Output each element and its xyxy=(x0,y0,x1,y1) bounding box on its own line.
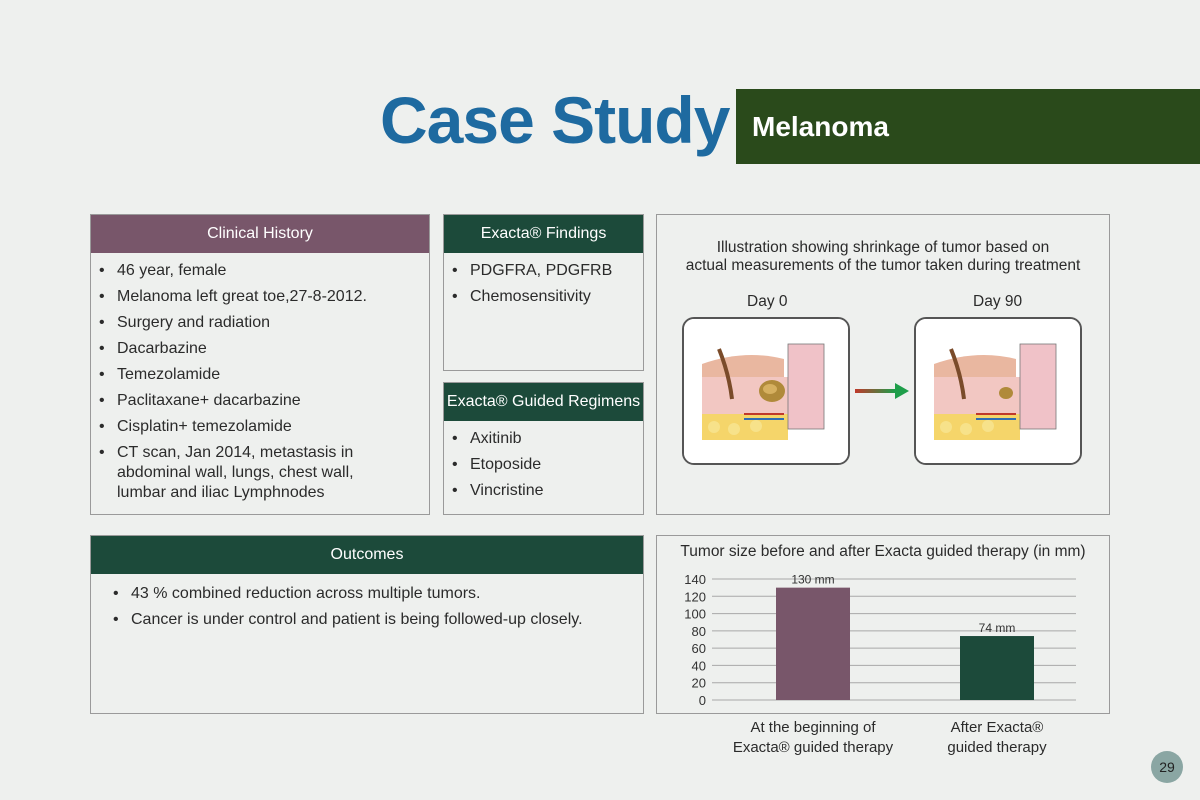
list-item: Chemosensitivity xyxy=(444,287,643,307)
y-tick-label: 60 xyxy=(692,641,706,656)
list-item: 46 year, female xyxy=(91,261,391,281)
bar-data-label: 130 mm xyxy=(791,573,834,587)
regimens-heading: Exacta® Guided Regimens xyxy=(444,383,643,421)
progress-arrow-icon xyxy=(855,383,909,399)
bar-data-label: 74 mm xyxy=(979,621,1016,635)
x-category-label: Exacta® guided therapy xyxy=(733,739,894,756)
illustration-caption-line1: Illustration showing shrinkage of tumor … xyxy=(716,239,1050,256)
findings-heading: Exacta® Findings xyxy=(444,215,643,253)
illustration-panel: Illustration showing shrinkage of tumor … xyxy=(656,214,1110,515)
x-category-label: At the beginning of xyxy=(750,719,876,736)
clinical-history-heading: Clinical History xyxy=(91,215,429,253)
list-item: Axitinib xyxy=(444,429,643,449)
list-item: Vincristine xyxy=(444,481,643,501)
y-tick-label: 100 xyxy=(684,607,706,622)
list-item: Cisplatin+ temezolamide xyxy=(91,417,391,437)
regimens-list: Axitinib Etoposide Vincristine xyxy=(444,421,643,501)
clinical-history-list: 46 year, female Melanoma left great toe,… xyxy=(91,253,391,503)
list-item: 43 % combined reduction across multiple … xyxy=(105,584,643,604)
bar xyxy=(960,636,1034,700)
outcomes-list: 43 % combined reduction across multiple … xyxy=(91,574,643,630)
y-tick-label: 20 xyxy=(692,676,706,691)
subtitle-bar xyxy=(736,89,1200,164)
list-item: Etoposide xyxy=(444,455,643,475)
outcomes-panel: Outcomes 43 % combined reduction across … xyxy=(90,535,644,714)
clinical-history-panel: Clinical History 46 year, female Melanom… xyxy=(90,214,430,515)
list-item: Surgery and radiation xyxy=(91,313,391,333)
regimens-panel: Exacta® Guided Regimens Axitinib Etoposi… xyxy=(443,382,644,515)
y-tick-label: 80 xyxy=(692,624,706,639)
day90-label: Day 90 xyxy=(973,293,1023,310)
page-number-badge: 29 xyxy=(1151,751,1183,783)
skin-diagram-day90 xyxy=(914,317,1082,465)
findings-list: PDGFRA, PDGFRB Chemosensitivity xyxy=(444,253,643,307)
list-item: Paclitaxane+ dacarbazine xyxy=(91,391,391,411)
outcomes-heading: Outcomes xyxy=(91,536,643,574)
x-category-label: After Exacta® xyxy=(951,719,1044,736)
y-tick-label: 120 xyxy=(684,589,706,604)
page-title: Case Study xyxy=(380,83,730,157)
y-tick-label: 140 xyxy=(684,572,706,587)
list-item: Temezolamide xyxy=(91,365,391,385)
list-item: Dacarbazine xyxy=(91,339,391,359)
illustration-caption-line2: actual measurements of the tumor taken d… xyxy=(685,257,1081,274)
x-category-label: guided therapy xyxy=(947,739,1047,756)
list-item: Cancer is under control and patient is b… xyxy=(105,610,643,630)
skin-diagram-day0 xyxy=(682,317,850,465)
y-tick-label: 0 xyxy=(699,693,706,708)
page-subtitle: Melanoma xyxy=(752,111,889,142)
bar xyxy=(776,587,850,700)
list-item: Melanoma left great toe,27-8-2012. xyxy=(91,287,391,307)
y-tick-label: 40 xyxy=(692,658,706,673)
list-item: CT scan, Jan 2014, metastasis in abdomin… xyxy=(91,443,391,503)
chart-title: Tumor size before and after Exacta guide… xyxy=(680,543,1086,560)
day0-label: Day 0 xyxy=(747,293,788,310)
findings-panel: Exacta® Findings PDGFRA, PDGFRB Chemosen… xyxy=(443,214,644,371)
list-item: PDGFRA, PDGFRB xyxy=(444,261,643,281)
chart-panel xyxy=(656,535,1110,714)
